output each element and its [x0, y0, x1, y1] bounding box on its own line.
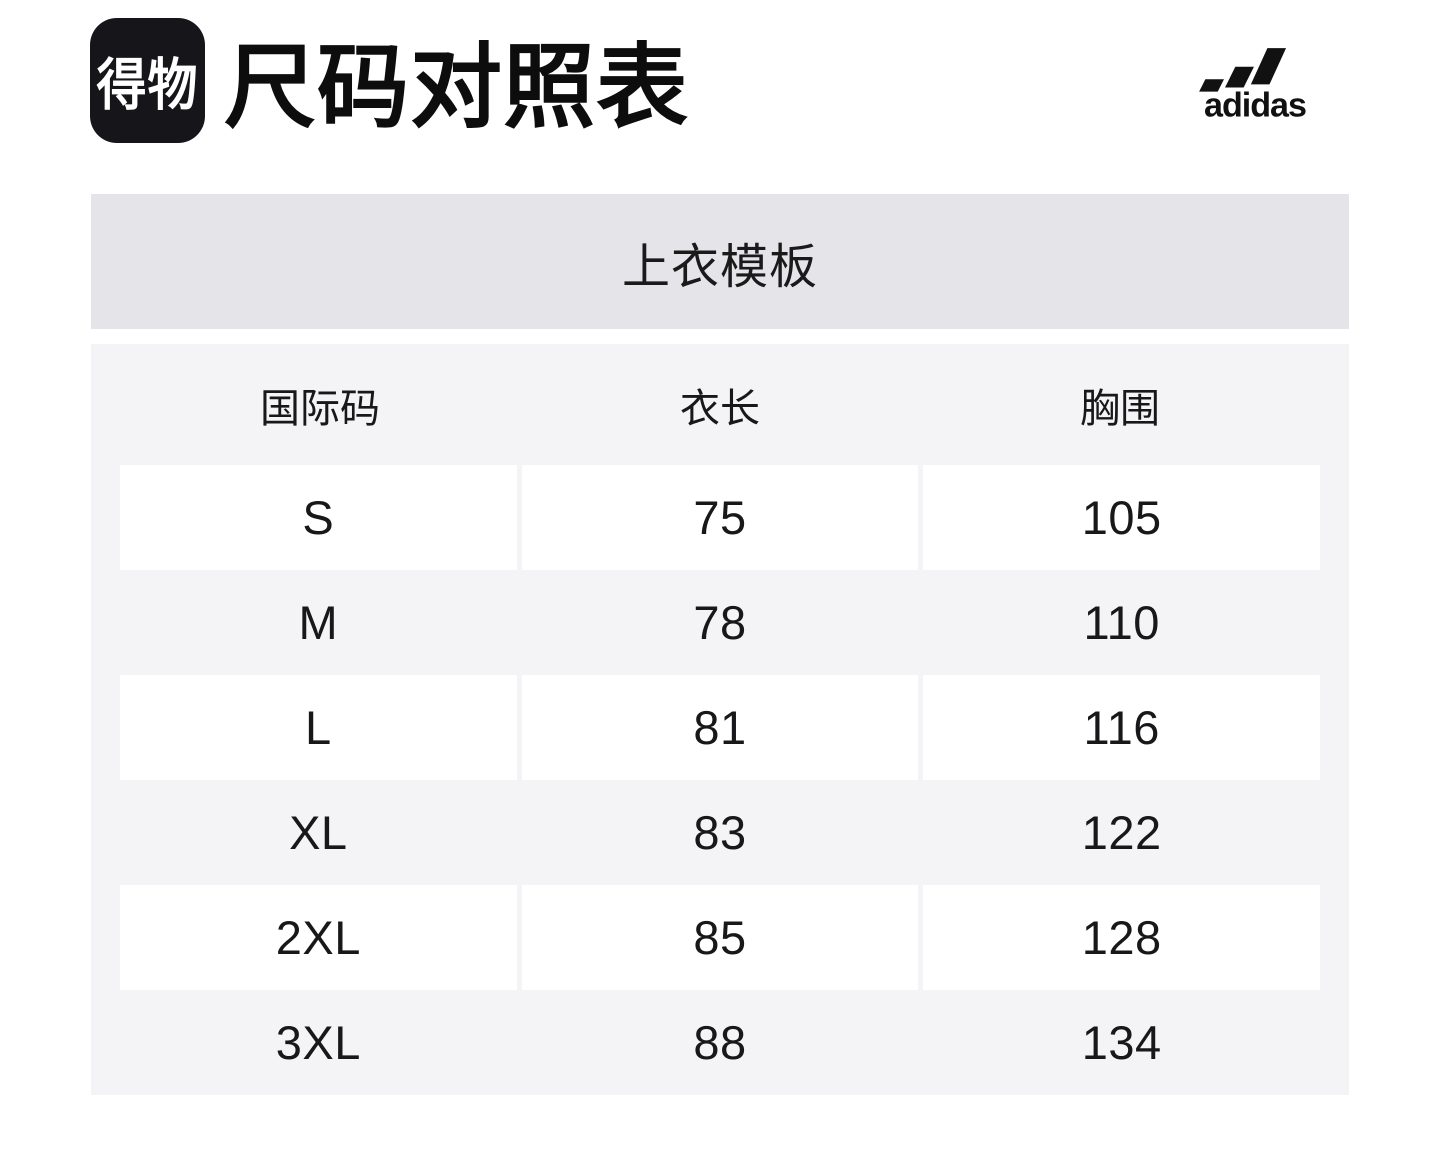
table-row: 2XL 85 128 [120, 885, 1320, 990]
size-cell: L [120, 675, 517, 780]
column-header-length: 衣长 [680, 386, 760, 431]
column-header-chest: 胸围 [1080, 386, 1160, 431]
chest-cell: 122 [1081, 806, 1162, 859]
chest-cell: 128 [923, 885, 1320, 990]
size-cell: 3XL [275, 1016, 361, 1069]
length-cell: 88 [693, 1016, 747, 1069]
adidas-stripe-medium [1225, 66, 1254, 88]
size-cell: XL [289, 806, 348, 859]
adidas-stripe-large [1250, 48, 1287, 85]
size-table: 国际码 衣长 胸围 S 75 105 M 78 110 L 81 116 XL … [91, 344, 1349, 1095]
adidas-wordmark: adidas [1204, 86, 1306, 120]
table-row: XL 83 122 [120, 780, 1320, 885]
length-cell: 75 [521, 465, 919, 570]
table-row: M 78 110 [120, 570, 1320, 675]
chest-cell: 105 [923, 465, 1320, 570]
size-cell: S [120, 465, 517, 570]
dewu-logo: 得物 [90, 18, 205, 143]
adidas-stripe-small [1199, 79, 1224, 92]
length-cell: 81 [521, 675, 919, 780]
length-cell: 78 [693, 596, 747, 649]
table-row: L 81 116 [120, 675, 1320, 780]
template-banner: 上衣模板 [91, 194, 1349, 329]
page-header: 得物 尺码对照表 adidas [0, 0, 1440, 194]
size-table-header-row: 国际码 衣长 胸围 [120, 344, 1320, 465]
table-row: S 75 105 [120, 465, 1320, 570]
length-cell: 83 [693, 806, 747, 859]
chest-cell: 110 [1083, 596, 1160, 649]
page-title: 尺码对照表 [224, 37, 690, 139]
length-cell: 85 [521, 885, 919, 990]
chest-cell: 134 [1081, 1016, 1162, 1069]
chest-cell: 116 [923, 675, 1320, 780]
size-cell: 2XL [120, 885, 517, 990]
dewu-logo-text: 得物 [96, 53, 199, 117]
size-cell: M [298, 596, 339, 649]
table-row: 3XL 88 134 [120, 990, 1320, 1095]
adidas-logo: adidas [1199, 48, 1307, 120]
template-banner-label: 上衣模板 [621, 240, 818, 294]
column-header-intl-size: 国际码 [260, 386, 380, 431]
